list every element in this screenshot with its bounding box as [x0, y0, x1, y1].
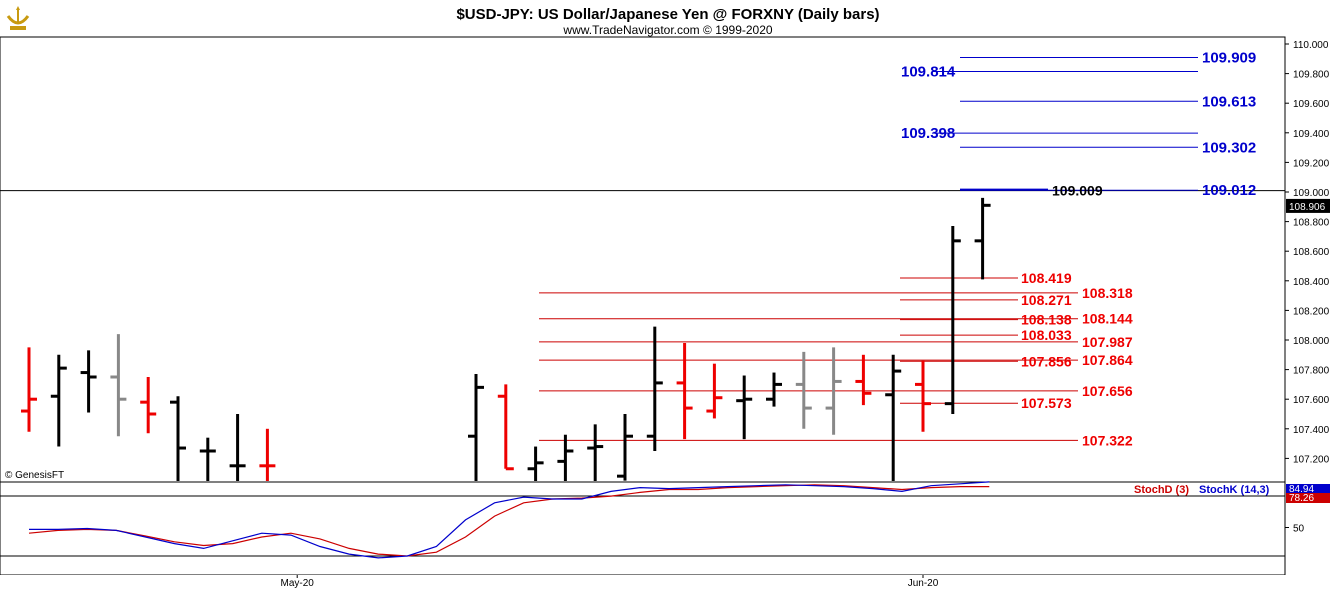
red-level-label: 108.138 [1021, 312, 1072, 328]
price-tick-label: 109.200 [1293, 158, 1330, 169]
red-level-label: 107.573 [1021, 395, 1072, 411]
blue-level-label: 109.012 [1202, 182, 1256, 199]
red-level-label: 108.271 [1021, 292, 1072, 308]
price-tick-label: 108.000 [1293, 336, 1330, 347]
chart-title: $USD-JPY: US Dollar/Japanese Yen @ FORXN… [456, 6, 879, 23]
price-tick-label: 109.400 [1293, 129, 1330, 140]
price-tick-label: 107.600 [1293, 395, 1330, 406]
black-level-label: 109.009 [1052, 183, 1103, 199]
red-level-label: 107.864 [1082, 352, 1133, 368]
legend-stochd: StochD (3) [1134, 484, 1189, 496]
price-tick-label: 109.600 [1293, 99, 1330, 110]
red-level-label: 107.987 [1082, 334, 1133, 350]
stochd-line [28, 484, 990, 557]
legend-stochk: StochK (14,3) [1199, 484, 1270, 496]
logo-icon [4, 4, 32, 32]
price-tick-label: 110.000 [1293, 40, 1329, 51]
blue-level-label: 109.398 [901, 125, 955, 142]
x-tick-label: May-20 [281, 578, 315, 589]
x-tick-label: Jun-20 [908, 578, 939, 589]
price-tick-label: 107.200 [1293, 454, 1330, 465]
red-level-label: 108.419 [1021, 270, 1072, 286]
blue-level-label: 109.613 [1202, 93, 1256, 110]
price-tick-label: 109.000 [1293, 188, 1330, 199]
stoch-tick-label: 50 [1293, 524, 1305, 535]
stochk-line [29, 481, 990, 559]
red-level-label: 107.656 [1082, 383, 1133, 399]
last-price-label: 108.906 [1289, 202, 1326, 213]
price-tick-label: 108.200 [1293, 306, 1330, 317]
last-price-box [1286, 198, 1330, 213]
price-tick-label: 107.400 [1293, 425, 1330, 436]
watermark: © GenesisFT [5, 470, 64, 481]
price-tick-label: 108.600 [1293, 247, 1330, 258]
red-level-label: 107.322 [1082, 432, 1133, 448]
price-tick-label: 108.800 [1293, 218, 1330, 229]
red-level-label: 107.856 [1021, 353, 1072, 369]
red-level-label: 108.144 [1082, 311, 1133, 327]
price-tick-label: 109.800 [1293, 70, 1330, 81]
chart-subtitle: www.TradeNavigator.com © 1999-2020 [562, 23, 772, 37]
stochd-last-label: 78.26 [1289, 493, 1314, 504]
stochd-last-box [1286, 493, 1330, 503]
x-axis-strip [0, 575, 1336, 591]
blue-level-label: 109.814 [901, 64, 956, 81]
blue-level-label: 109.302 [1202, 139, 1256, 156]
red-level-label: 108.033 [1021, 327, 1072, 343]
blue-level-label: 109.909 [1202, 49, 1256, 66]
price-tick-label: 108.400 [1293, 277, 1330, 288]
stochk-last-label: 84.94 [1289, 484, 1314, 495]
price-tick-label: 107.800 [1293, 366, 1330, 377]
stochk-last-box [1286, 484, 1330, 493]
red-level-label: 108.318 [1082, 285, 1133, 301]
